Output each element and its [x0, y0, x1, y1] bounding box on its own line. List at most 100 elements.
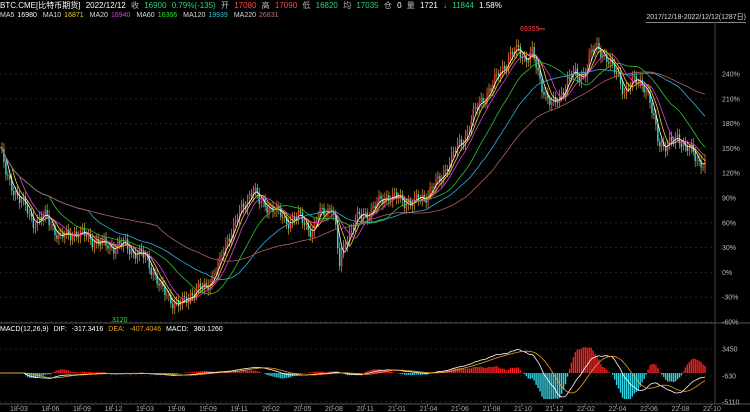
ma-value: 16980: [17, 12, 37, 19]
candle-body: [20, 200, 23, 203]
ma-item-ma5: MA5 16980: [0, 12, 40, 19]
avg-value: 17035: [356, 1, 379, 10]
x-tick-label: 20-02: [262, 406, 280, 412]
candle-body: [205, 282, 207, 286]
candle-body: [95, 238, 97, 244]
candle-body: [460, 139, 463, 145]
symbol-label[interactable]: BTC.CME[比特币期货]: [0, 1, 81, 10]
macd-label: MACD:: [166, 326, 189, 333]
candle-body: [123, 240, 125, 247]
candle-body: [189, 293, 192, 300]
candle-body: [649, 91, 651, 103]
dea-line: [0, 350, 706, 394]
ma220-line: [0, 71, 706, 262]
candle-body: [692, 144, 694, 152]
candle-body: [590, 49, 592, 55]
candle-body: [311, 232, 313, 238]
y-tick-label: 210%: [722, 96, 740, 103]
candle-body: [443, 170, 445, 180]
dif-label: DIF:: [53, 326, 67, 333]
high-value: 17090: [274, 1, 298, 10]
candle-body: [525, 56, 527, 62]
candle-body: [617, 72, 620, 74]
ma-value: 16940: [110, 12, 131, 19]
candle-body: [38, 216, 40, 219]
candle-body: [454, 151, 457, 152]
candle-body: [299, 210, 302, 213]
y-tick-label: 30%: [722, 245, 736, 252]
x-tick-label: 18-03: [10, 406, 28, 412]
candle-body: [557, 101, 559, 103]
candle-body: [588, 54, 590, 69]
candle-body: [358, 211, 361, 215]
candle-body: [280, 208, 282, 217]
candle-body: [176, 300, 178, 303]
y-tick-label: 120%: [722, 171, 740, 178]
x-tick-label: 19-09: [199, 406, 217, 412]
candle-body: [83, 228, 86, 236]
candle-body: [150, 267, 152, 275]
candle-body: [625, 87, 628, 93]
candle-body: [503, 65, 506, 70]
candle-body: [702, 167, 704, 169]
y-tick-label: 240%: [722, 72, 740, 79]
ma-item-ma10: MA10 16871: [43, 12, 87, 19]
candle-body: [405, 204, 408, 209]
candle-body: [28, 213, 31, 214]
pos-value: 0: [397, 1, 402, 10]
candle-body: [449, 162, 451, 172]
candle-body: [44, 209, 46, 216]
candle-body: [507, 57, 510, 69]
candle-body: [69, 233, 72, 241]
candle-body: [368, 217, 370, 219]
candle-body: [413, 196, 416, 206]
candle-body: [221, 254, 223, 256]
candle-body: [547, 93, 549, 99]
date-range-selector[interactable]: 2017/12/18-2022/12/12(1287日): [646, 14, 746, 23]
candle-body: [227, 238, 229, 243]
candle-body: [484, 102, 486, 104]
candle-body: [256, 187, 258, 194]
candle-body: [437, 176, 439, 180]
candle-body: [297, 210, 300, 219]
candle-body: [574, 68, 577, 71]
candle-body: [615, 72, 618, 74]
candle-body: [694, 151, 696, 161]
amt-value: 11844: [452, 1, 474, 10]
candle-body: [362, 214, 365, 219]
candle-body: [523, 56, 526, 59]
candle-body: [254, 187, 256, 192]
ma10-line: [0, 49, 706, 304]
candle-body: [207, 285, 209, 290]
macd-tick-label: -630: [722, 374, 736, 381]
candle-body: [56, 235, 58, 239]
candle-body: [142, 251, 145, 258]
candle-body: [450, 151, 453, 163]
candle-body: [651, 102, 653, 114]
x-tick-label: 22-04: [609, 406, 627, 412]
candle-body: [197, 283, 200, 289]
candle-body: [653, 113, 655, 116]
candle-body: [612, 59, 614, 64]
candle-body: [54, 225, 56, 236]
macd-value: 360.1260: [193, 326, 223, 333]
candle-body: [52, 224, 54, 226]
candle-body: [541, 79, 543, 93]
candle-body: [60, 233, 62, 234]
candle-body: [166, 295, 168, 296]
candle-body: [482, 97, 484, 103]
candle-body: [109, 244, 111, 249]
candle-body: [272, 206, 274, 212]
candle-body: [215, 273, 217, 275]
candle-body: [429, 187, 431, 196]
candle-body: [305, 223, 308, 225]
candle-body: [676, 134, 679, 137]
ma-item-ma120: MA120 19939: [183, 12, 231, 19]
ma-label: MA5: [0, 12, 15, 19]
candle-body: [509, 51, 512, 58]
candle-body: [680, 143, 683, 147]
candle-body: [303, 222, 306, 225]
candle-body: [291, 216, 294, 222]
ma-item-ma20: MA20 16940: [90, 12, 134, 19]
